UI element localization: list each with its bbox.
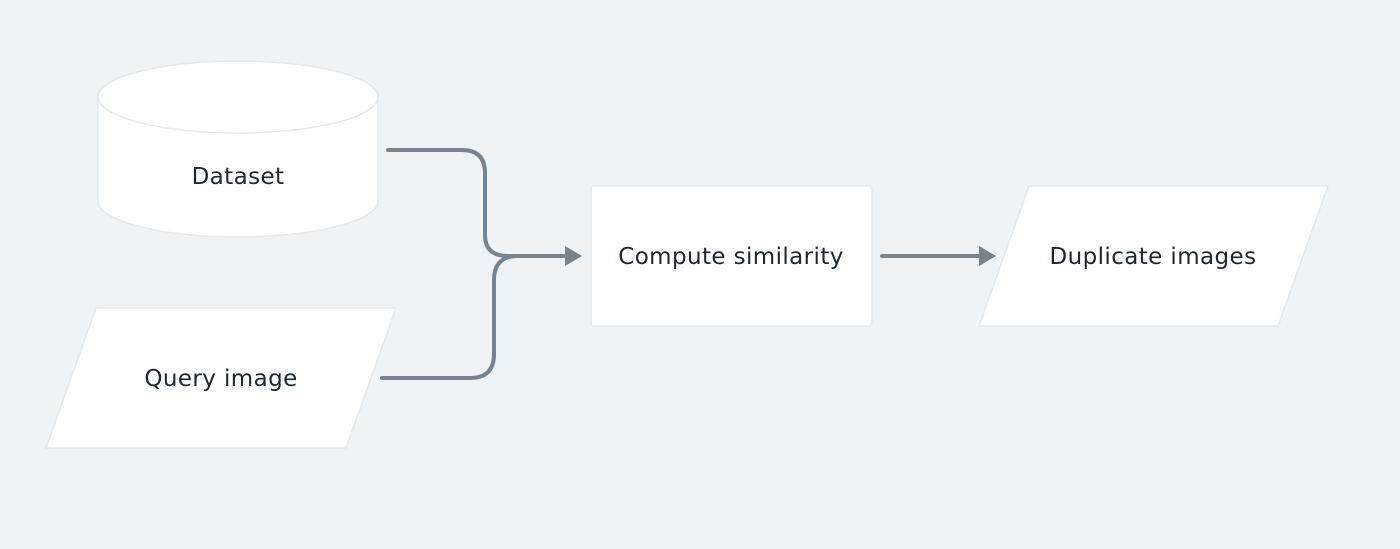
edge-query-to-compute bbox=[380, 254, 570, 380]
node-duplicate-images-shape bbox=[977, 185, 1330, 327]
arrowhead-duplicates-input bbox=[979, 246, 996, 266]
node-query-image-label: Query image bbox=[144, 366, 298, 392]
node-dataset-label: Dataset bbox=[191, 164, 285, 190]
node-dataset-shape bbox=[97, 60, 379, 238]
node-compute-similarity-label: Compute similarity bbox=[618, 244, 844, 270]
node-compute-similarity-shape bbox=[590, 185, 873, 327]
arrowhead-compute-input bbox=[565, 246, 582, 266]
node-query-image-shape bbox=[44, 307, 398, 449]
edge-dataset-to-compute bbox=[386, 148, 570, 258]
node-duplicate-images-label: Duplicate images bbox=[1049, 244, 1257, 270]
